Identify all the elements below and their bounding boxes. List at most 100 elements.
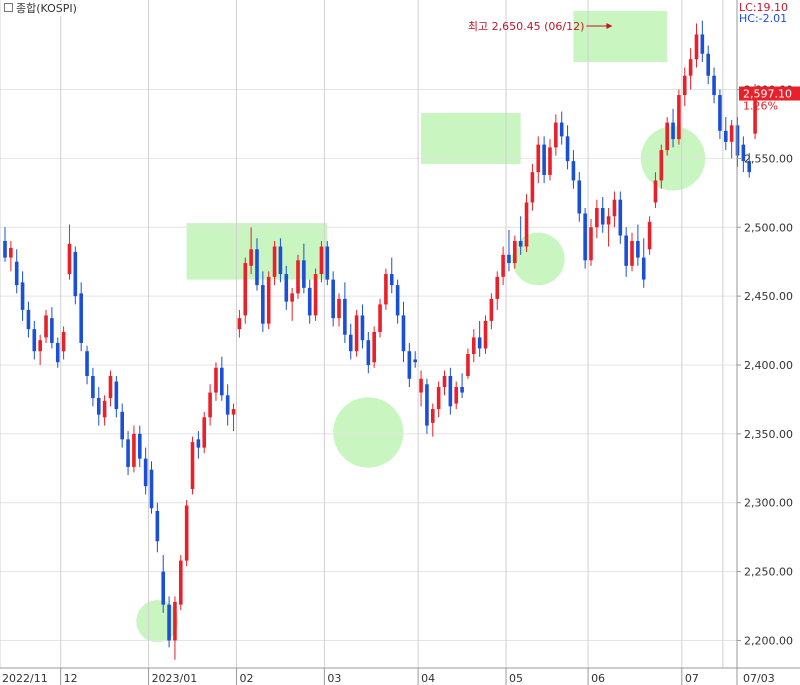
candle bbox=[559, 111, 564, 145]
candle bbox=[331, 271, 335, 327]
candle bbox=[20, 271, 25, 321]
candle bbox=[126, 431, 130, 476]
candle-body bbox=[682, 75, 687, 96]
candle-body bbox=[9, 247, 13, 258]
candle bbox=[653, 172, 658, 208]
candle-body bbox=[513, 241, 517, 264]
candle bbox=[647, 216, 652, 255]
high-annotation: 최고 2,650.45 (06/12) bbox=[468, 20, 585, 33]
candle-body bbox=[366, 340, 371, 365]
candle-body bbox=[548, 147, 552, 175]
candle-body bbox=[454, 387, 459, 404]
candle-body bbox=[225, 395, 230, 415]
candle-body bbox=[61, 331, 66, 352]
candle-body bbox=[237, 318, 242, 330]
y-tick-label: 2,300.00 bbox=[744, 497, 793, 510]
candle-body bbox=[313, 274, 318, 316]
candle bbox=[472, 329, 476, 363]
candle-body bbox=[50, 318, 54, 343]
candle-body bbox=[343, 298, 347, 335]
candle bbox=[337, 293, 341, 327]
candle bbox=[96, 387, 101, 426]
candle bbox=[501, 246, 505, 286]
candle bbox=[565, 125, 570, 170]
candle-body bbox=[565, 136, 570, 162]
candle-body bbox=[653, 180, 658, 203]
candle bbox=[161, 555, 166, 613]
candle-body bbox=[155, 510, 160, 542]
candle bbox=[378, 298, 382, 338]
candle-body bbox=[395, 285, 400, 316]
candle bbox=[712, 67, 716, 104]
candle bbox=[3, 227, 7, 262]
candle-body bbox=[595, 207, 599, 228]
x-tick-label: 04 bbox=[421, 672, 435, 685]
candle-body bbox=[14, 261, 19, 286]
candle-body bbox=[91, 376, 95, 399]
candle-body bbox=[55, 342, 60, 363]
candle-body bbox=[360, 315, 365, 341]
candle-body bbox=[384, 274, 388, 305]
candle bbox=[583, 207, 587, 269]
candle bbox=[190, 436, 195, 495]
candle-body bbox=[73, 252, 78, 297]
x-tick-label: 07/03 bbox=[743, 672, 775, 685]
candle bbox=[718, 89, 722, 140]
candle-body bbox=[712, 75, 716, 96]
candle-body bbox=[753, 93, 757, 134]
candle bbox=[489, 293, 494, 330]
candle bbox=[137, 425, 142, 467]
candle bbox=[419, 370, 423, 407]
candle bbox=[723, 117, 728, 151]
x-tick-label: 12 bbox=[64, 672, 78, 685]
y-tick-label: 2,550.00 bbox=[744, 152, 793, 165]
candle-body bbox=[331, 279, 335, 319]
candle bbox=[425, 378, 429, 434]
last-price-value: 2,597.10 bbox=[743, 88, 792, 101]
candle bbox=[577, 172, 582, 222]
candle bbox=[542, 136, 546, 184]
candle bbox=[319, 241, 324, 283]
candle bbox=[243, 257, 248, 324]
candle bbox=[618, 191, 623, 244]
candle-body bbox=[589, 227, 593, 261]
candle-body bbox=[354, 315, 359, 352]
last-price-tag bbox=[739, 86, 800, 101]
candle-body bbox=[173, 601, 177, 641]
candle bbox=[466, 348, 470, 379]
chart-title[interactable]: 종합(KOSPI) bbox=[2, 2, 79, 16]
candle-body bbox=[290, 293, 294, 302]
candle-body bbox=[612, 199, 617, 217]
candle bbox=[44, 309, 48, 343]
candle bbox=[284, 265, 289, 310]
candle bbox=[108, 370, 113, 407]
candle bbox=[225, 384, 230, 426]
candle-body bbox=[372, 331, 376, 363]
candle bbox=[600, 196, 605, 233]
candle bbox=[694, 23, 699, 68]
candle bbox=[372, 326, 376, 368]
candle bbox=[272, 241, 277, 286]
candle-body bbox=[389, 274, 394, 286]
candle bbox=[641, 238, 646, 288]
candle-body bbox=[126, 439, 130, 467]
candle-body bbox=[79, 293, 83, 343]
candle-body bbox=[706, 53, 710, 76]
candle bbox=[155, 502, 160, 553]
candle bbox=[548, 139, 552, 181]
candle bbox=[237, 309, 242, 338]
candle-body bbox=[3, 241, 7, 258]
candle-body bbox=[559, 122, 564, 137]
grid-layer bbox=[0, 0, 737, 668]
candle-body bbox=[518, 241, 523, 247]
candle bbox=[688, 48, 693, 90]
candle-body bbox=[284, 274, 289, 302]
candle bbox=[354, 309, 359, 357]
candle-body bbox=[20, 282, 25, 310]
candle-body bbox=[184, 505, 189, 561]
candle-body bbox=[477, 337, 482, 349]
candle bbox=[67, 224, 72, 280]
collapse-square-icon[interactable] bbox=[4, 3, 13, 12]
candle-body bbox=[671, 122, 675, 140]
